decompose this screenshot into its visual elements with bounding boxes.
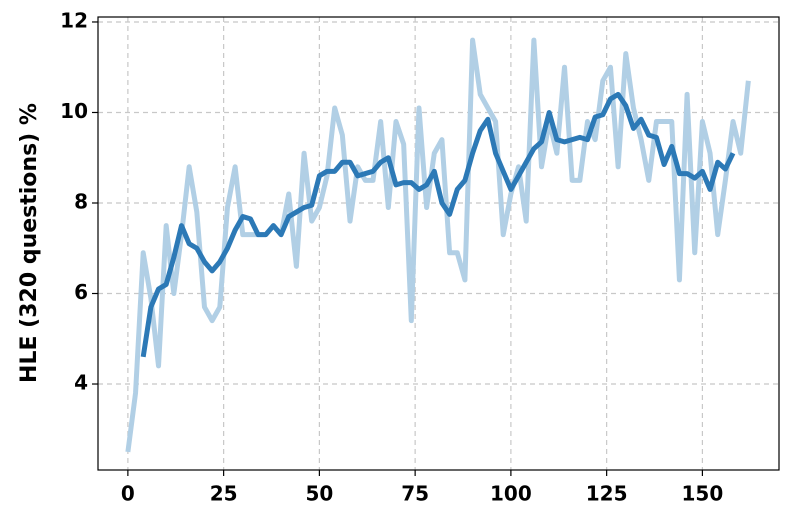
- data-line: [140, 91, 736, 358]
- x-tick-label: 75: [401, 482, 429, 506]
- y-tick-label: 8: [74, 189, 88, 213]
- y-tick-label: 10: [60, 99, 88, 123]
- x-tick-label: 0: [121, 482, 135, 506]
- plot-frame: [97, 16, 780, 471]
- y-tick-label: 6: [74, 280, 88, 304]
- data-line: [125, 37, 751, 453]
- x-tick-label: 100: [490, 482, 532, 506]
- y-axis-label: HLE (320 questions) %: [17, 103, 42, 383]
- y-tick-label: 4: [74, 371, 88, 395]
- x-tick-label: 25: [210, 482, 238, 506]
- x-tick-label: 50: [305, 482, 333, 506]
- y-tick-label: 12: [60, 8, 88, 32]
- x-tick-label: 125: [586, 482, 628, 506]
- x-tick-label: 150: [682, 482, 724, 506]
